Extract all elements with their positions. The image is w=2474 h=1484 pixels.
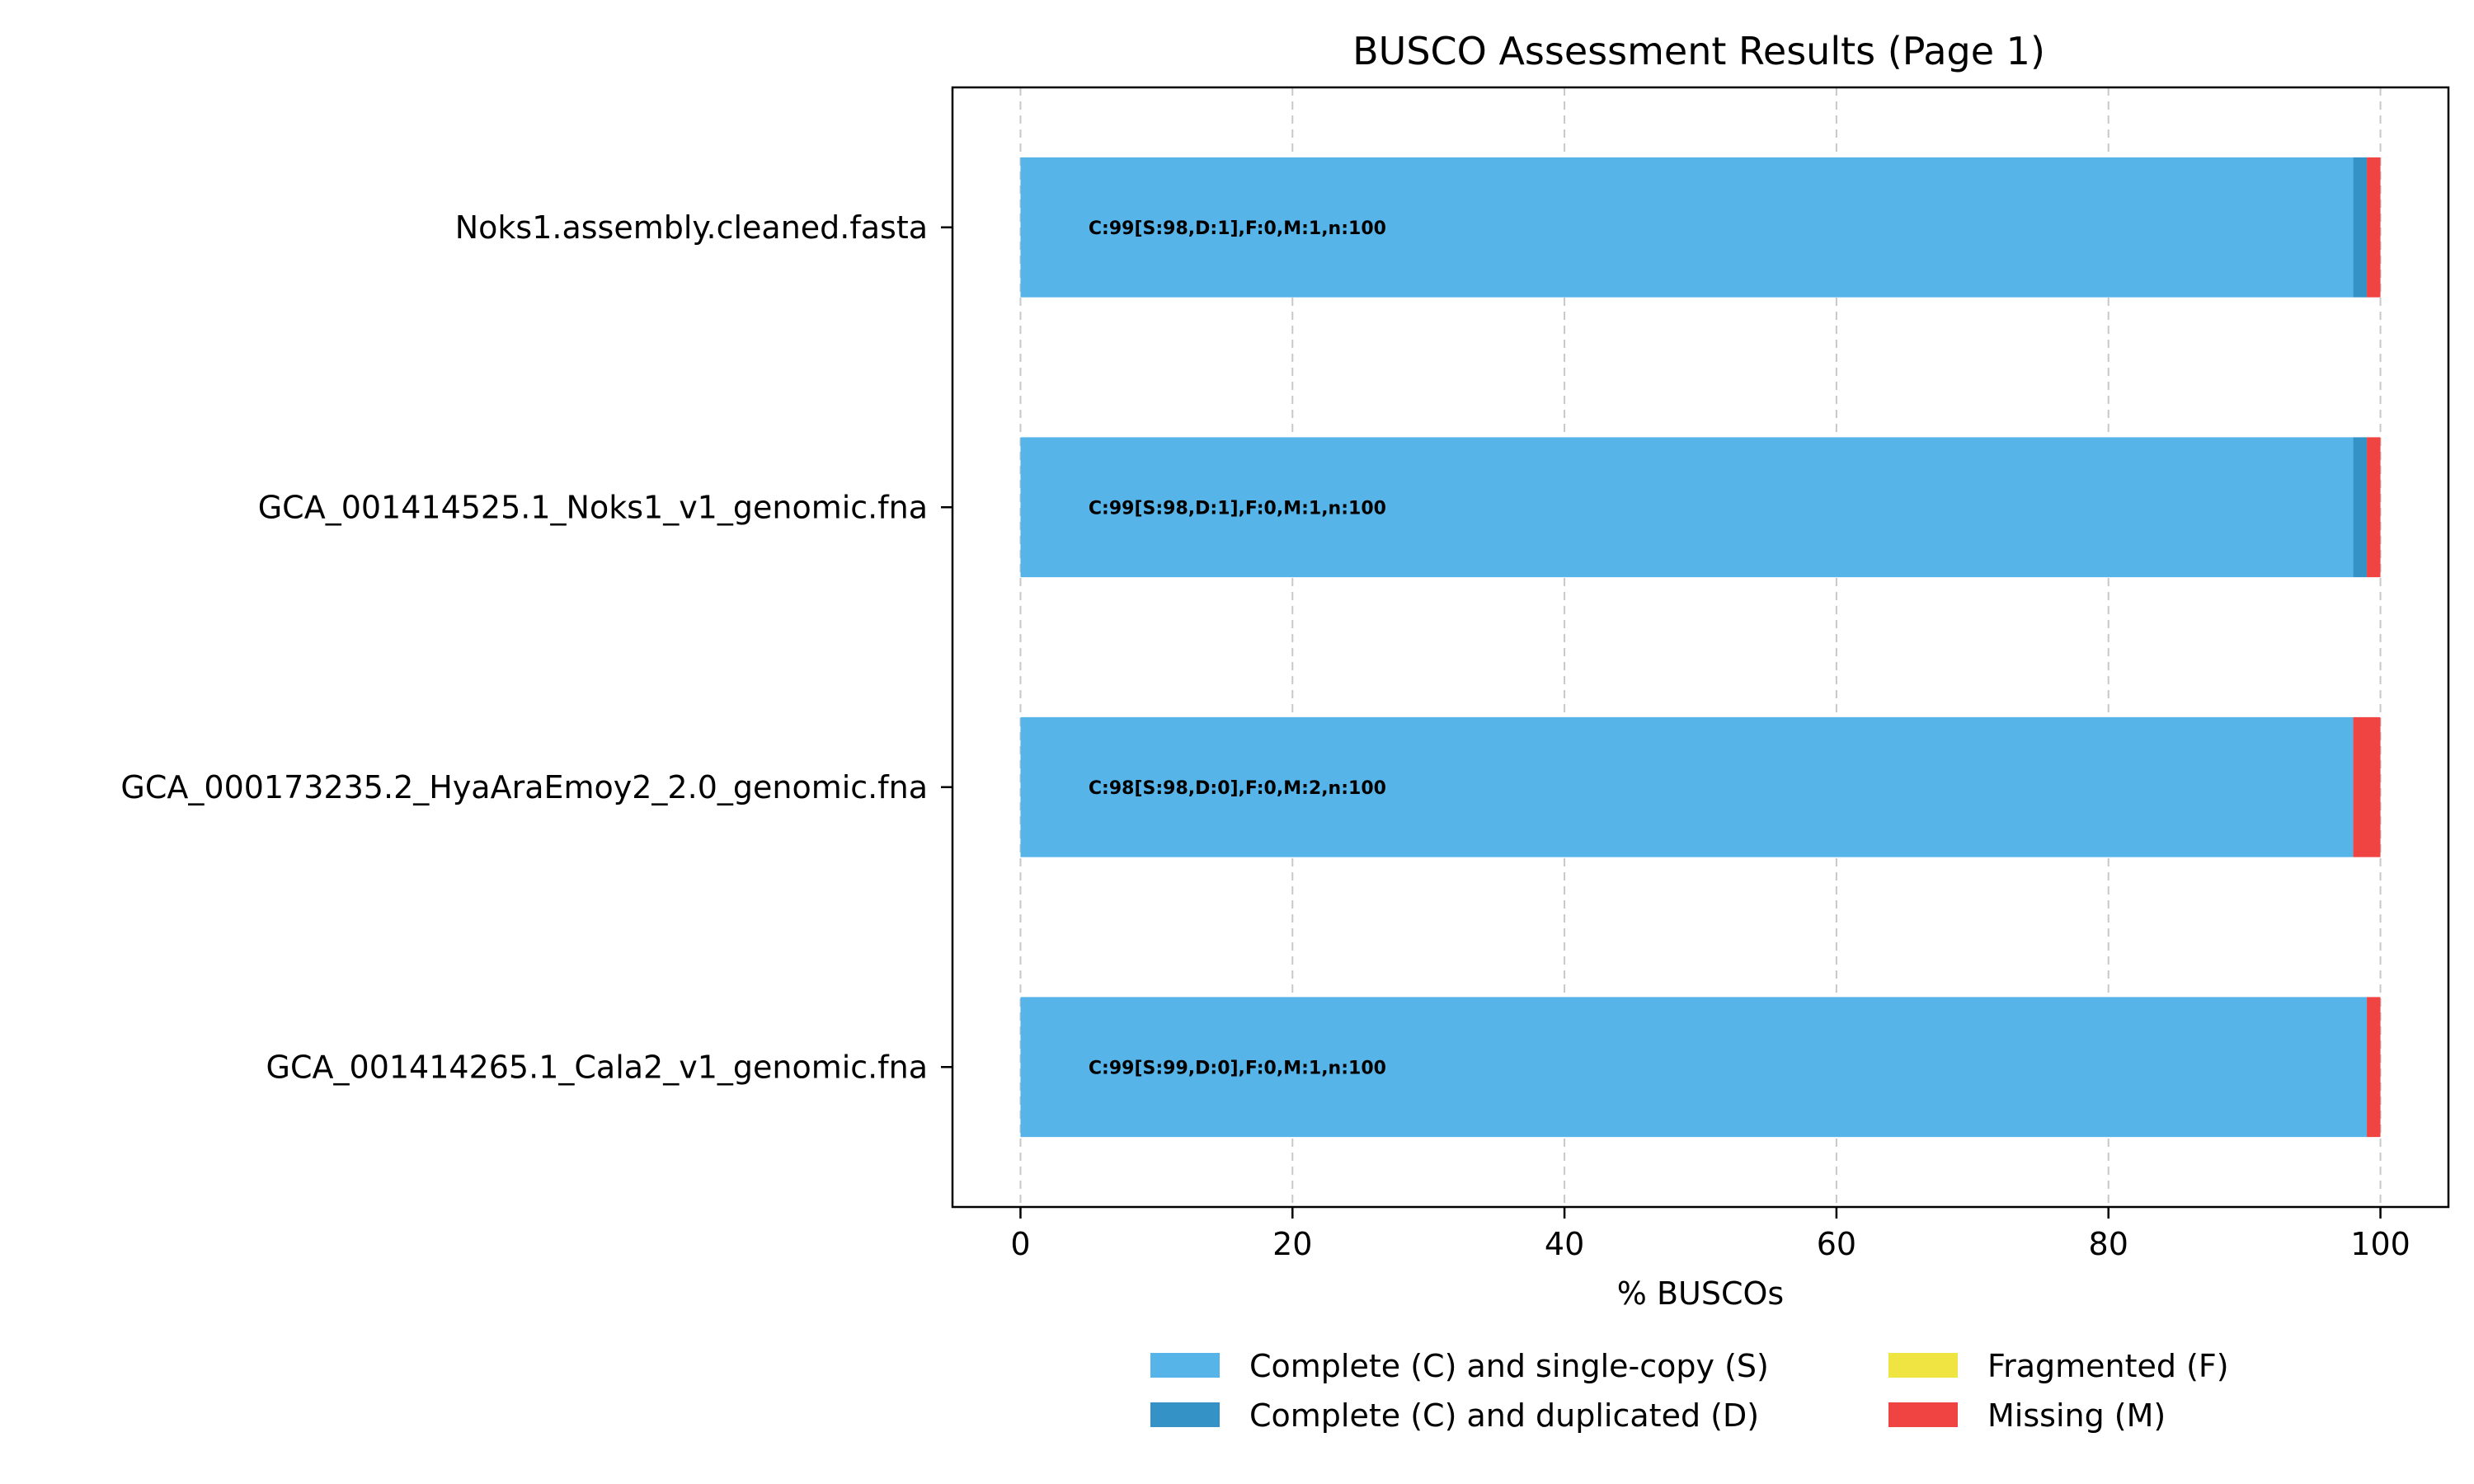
x-tick-label: 40 [1545,1226,1584,1262]
legend-label-2: Fragmented (F) [1987,1348,2229,1384]
x-tick-label: 60 [1817,1226,1856,1262]
bar-segment-0-0 [1020,157,2354,298]
bar-data-label: C:99[S:98,D:1],F:0,M:1,n:100 [1089,218,1386,239]
x-tick-label: 80 [2089,1226,2128,1262]
x-axis-ticks: 0 20 40 60 80 100 [1010,1207,2411,1262]
bar-segment-0-1 [2353,157,2368,298]
bar-segment-2-3 [2353,716,2381,857]
bar-segment-2-0 [1020,716,2354,857]
category-labels: Noks1.assembly.cleaned.fasta GCA_00141452… [120,209,952,1085]
x-tick-label: 100 [2350,1226,2411,1262]
legend-label-3: Missing (M) [1987,1397,2166,1434]
legend-swatch-1 [1150,1402,1220,1427]
bar-segment-1-1 [2353,437,2368,578]
bar-segment-1-0 [1020,437,2354,578]
category-label: GCA_001414525.1_Noks1_v1_genomic.fna [258,489,928,525]
bar-label-group: C:99[S:98,D:1],F:0,M:1,n:100 C:99[S:98,D:… [1089,218,1386,1079]
x-tick-label: 0 [1010,1226,1030,1262]
bar-segment-3-3 [2367,997,2381,1138]
bar-segment-0-3 [2367,157,2381,298]
category-label: Noks1.assembly.cleaned.fasta [455,209,928,246]
legend-label-1: Complete (C) and duplicated (D) [1249,1397,1759,1434]
chart-title: BUSCO Assessment Results (Page 1) [1352,29,2045,73]
bar-data-label: C:98[S:98,D:0],F:0,M:2,n:100 [1089,778,1386,799]
legend-swatch-2 [1888,1353,1958,1378]
bar-segment-3-0 [1020,997,2368,1138]
legend-swatch-0 [1150,1353,1220,1378]
bar-data-label: C:99[S:99,D:0],F:0,M:1,n:100 [1089,1058,1386,1078]
legend-label-0: Complete (C) and single-copy (S) [1249,1348,1769,1384]
category-label: GCA_000173235.2_HyaAraEmoy2_2.0_genomic.… [120,769,928,805]
legend-swatch-3 [1888,1402,1958,1427]
plot-frame [951,86,2450,1209]
bar-group [1020,157,2381,1138]
category-label: GCA_001414265.1_Cala2_v1_genomic.fna [266,1049,928,1085]
x-axis-label: % BUSCOs [1617,1275,1784,1312]
bar-data-label: C:99[S:98,D:1],F:0,M:1,n:100 [1089,498,1386,519]
legend: Complete (C) and single-copy (S) Complete… [1150,1348,2229,1434]
x-tick-label: 20 [1272,1226,1312,1262]
bar-segment-1-3 [2367,437,2381,578]
